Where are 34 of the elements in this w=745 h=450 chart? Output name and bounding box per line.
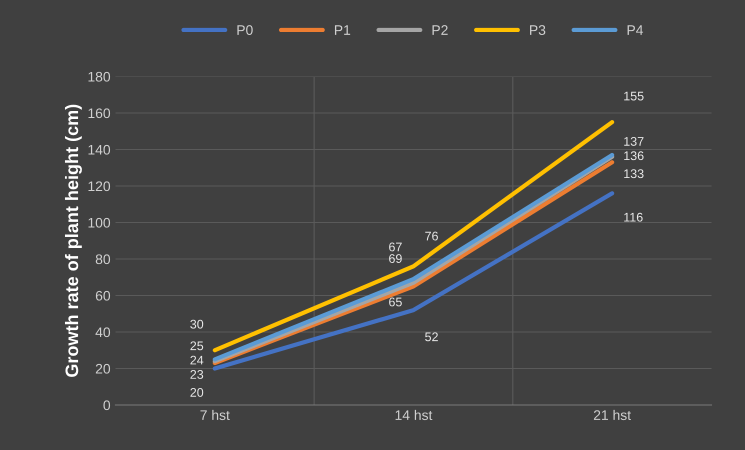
data-label: 116 xyxy=(624,212,643,222)
y-tick-label: 40 xyxy=(95,327,110,338)
y-tick-label: 100 xyxy=(88,218,110,228)
y-axis-title: Growth rate of plant height (cm) xyxy=(64,104,82,377)
data-label: 52 xyxy=(425,332,438,342)
y-tick-label: 80 xyxy=(96,254,110,264)
y-tick-label: 120 xyxy=(88,181,110,192)
y-tick-label: 140 xyxy=(88,144,110,155)
data-label: 155 xyxy=(624,92,644,100)
data-label: 136 xyxy=(624,151,644,160)
y-tick-label: 0 xyxy=(103,400,110,410)
x-tick-label: 14 hst xyxy=(396,410,432,420)
data-label: 65 xyxy=(389,298,402,306)
data-label: 25 xyxy=(190,341,204,350)
data-label: 20 xyxy=(190,388,204,397)
data-label: 23 xyxy=(190,370,204,379)
x-tick-label: 7 hst xyxy=(200,410,230,420)
y-tick-label: 20 xyxy=(96,364,110,374)
data-label: 24 xyxy=(190,356,204,364)
y-tick-label: 60 xyxy=(96,290,110,301)
legend-label: P1 xyxy=(334,25,350,35)
data-label: 76 xyxy=(425,232,438,240)
data-label: 137 xyxy=(624,136,644,146)
legend-label: P0 xyxy=(237,25,253,35)
y-tick-label: 160 xyxy=(88,108,110,118)
data-label: 69 xyxy=(389,254,402,263)
x-tick-label: 21 hst xyxy=(594,410,631,420)
y-tick-label: 180 xyxy=(88,72,110,82)
data-label: 67 xyxy=(389,242,402,252)
data-label: 133 xyxy=(624,169,644,178)
data-label: 30 xyxy=(190,320,204,329)
legend-label: P4 xyxy=(628,25,644,35)
legend-label: P2 xyxy=(432,25,448,35)
legend-label: P3 xyxy=(530,25,546,35)
